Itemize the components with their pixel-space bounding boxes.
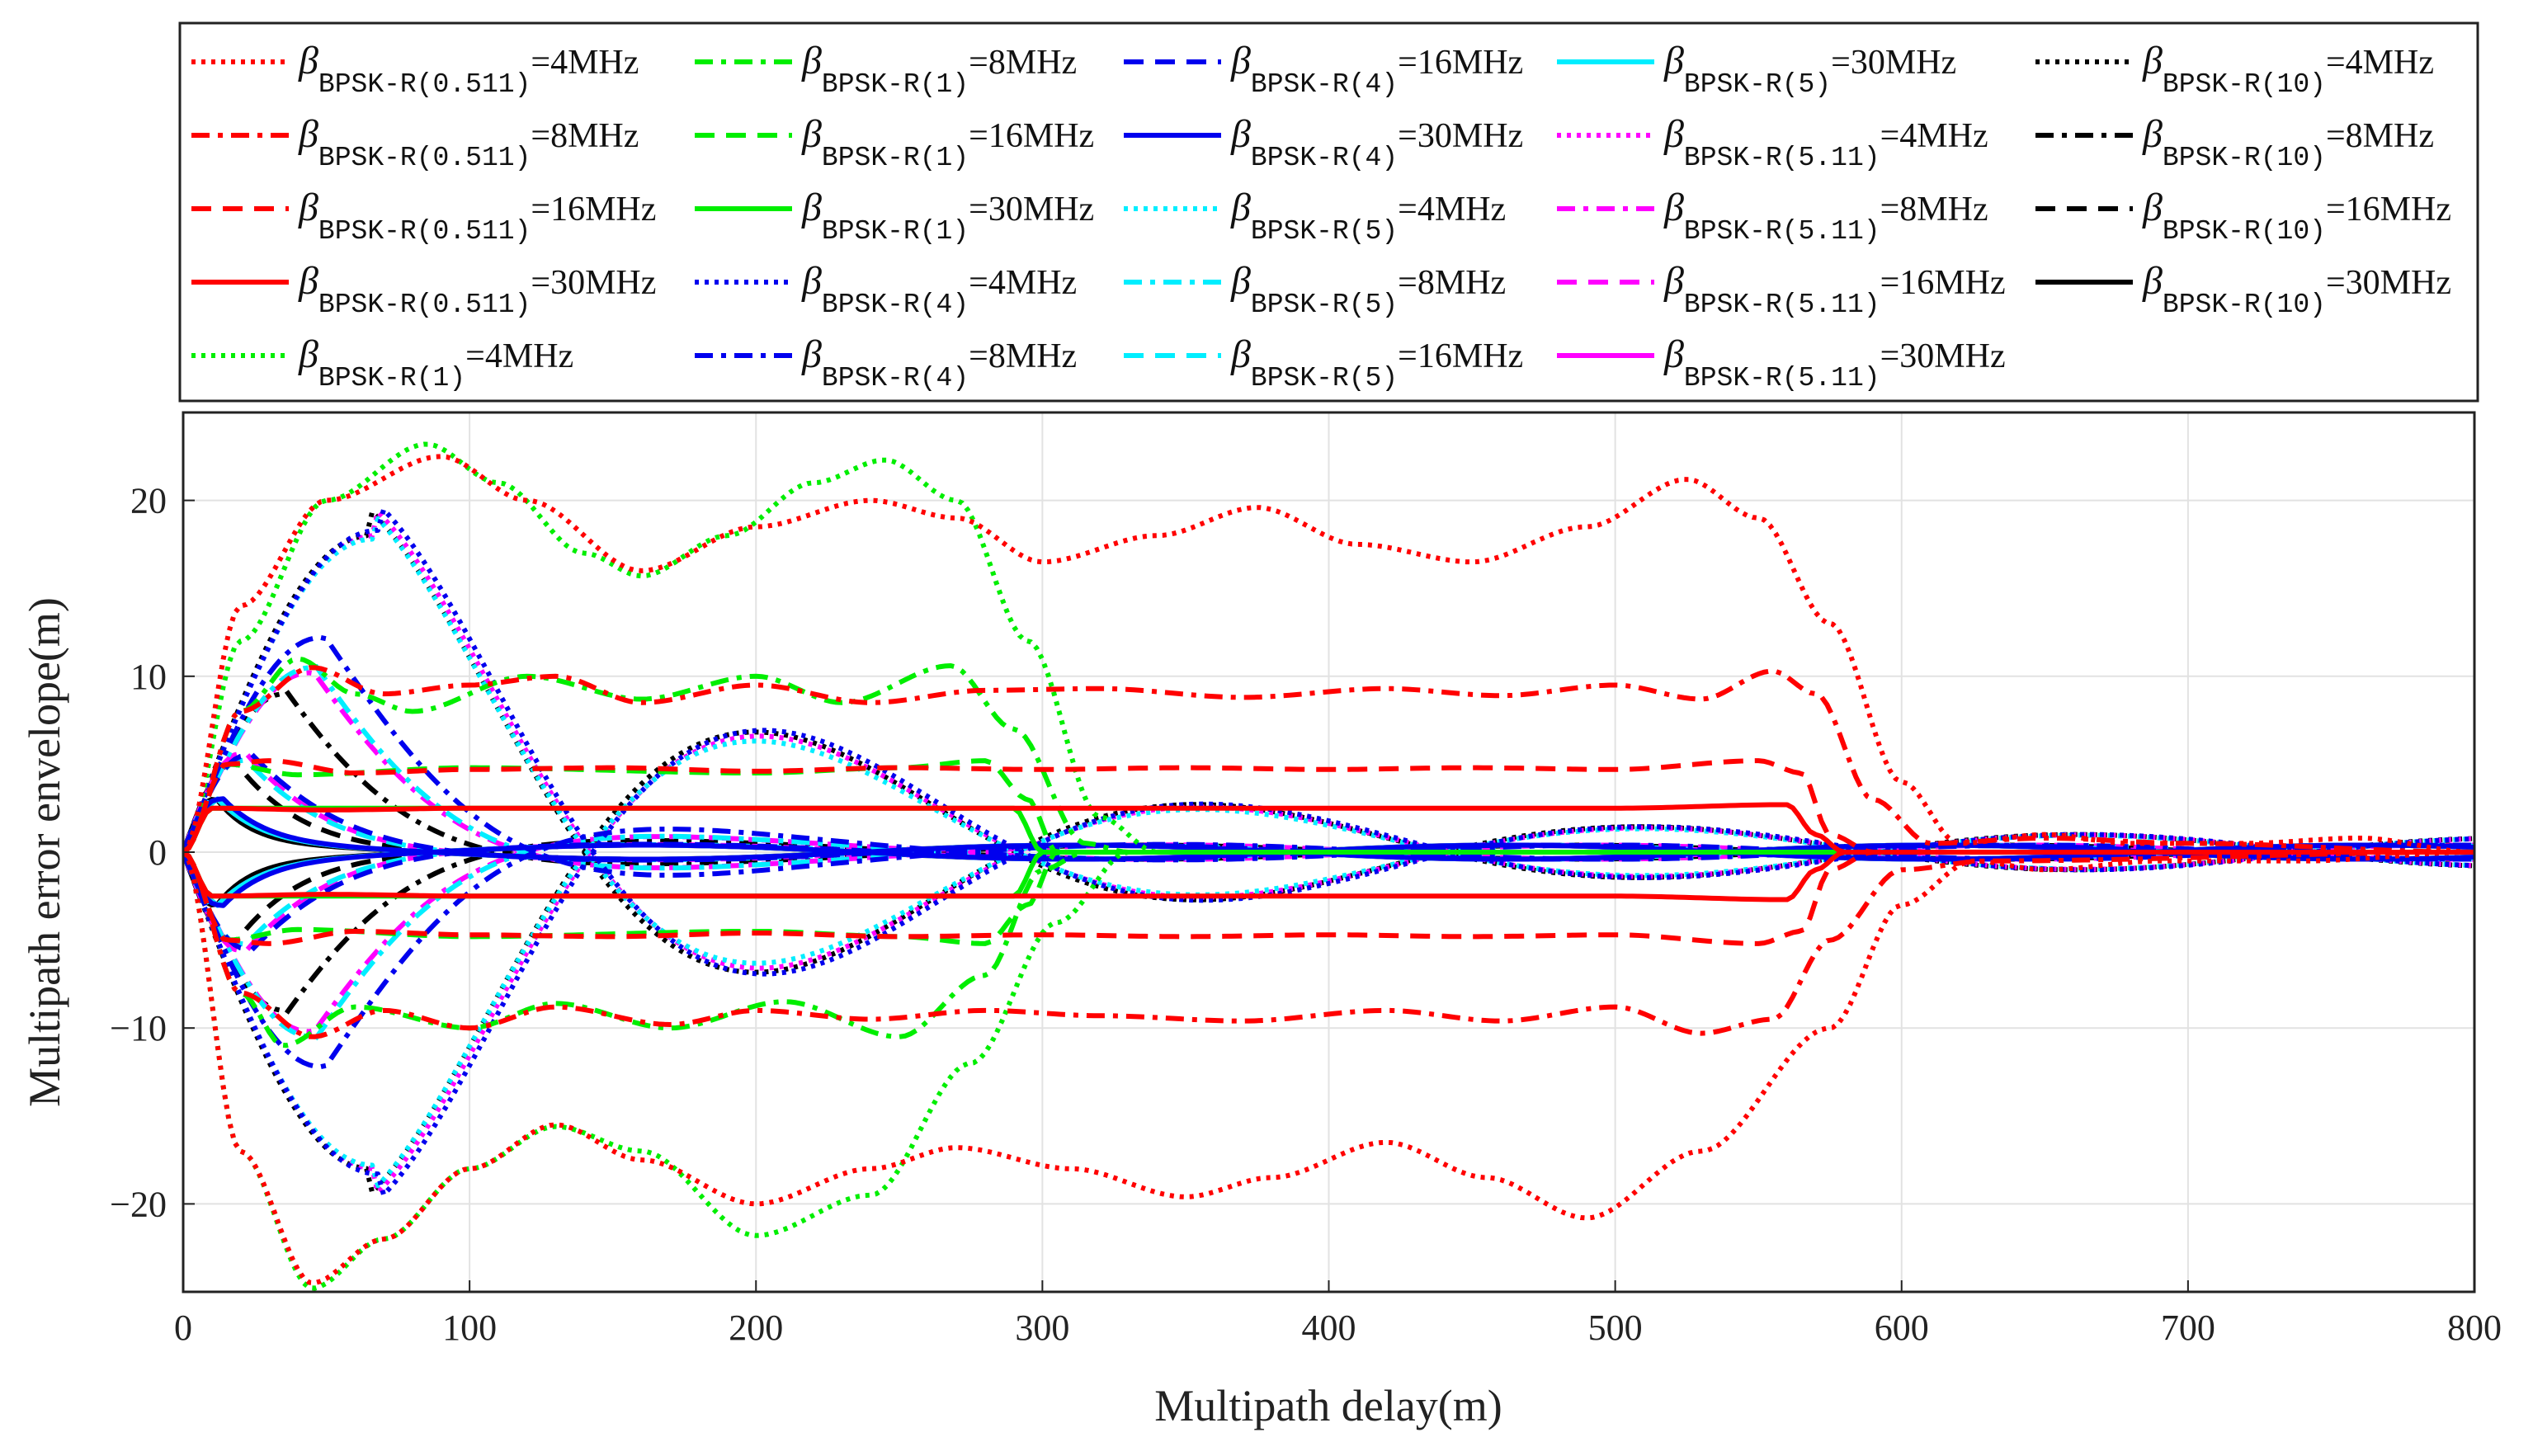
legend-label: βBPSK-R(0.511)=8MHz	[298, 112, 639, 173]
legend-label: βBPSK-R(10)=8MHz	[2142, 112, 2434, 173]
legend-label: βBPSK-R(5.11)=4MHz	[1663, 112, 1988, 173]
legend: βBPSK-R(0.511)=4MHz βBPSK-R(0.511)=8MHz βB…	[191, 39, 2451, 393]
series-line-lower	[183, 827, 2474, 1070]
y-axis-label: Multipath error envelope(m)	[20, 597, 69, 1107]
legend-entry: βBPSK-R(5)=16MHz	[1124, 332, 1523, 393]
legend-label: βBPSK-R(5.11)=8MHz	[1663, 186, 1988, 247]
y-tick-label: 20	[130, 481, 167, 521]
x-tick-label: 600	[1875, 1308, 1929, 1348]
x-tick-label: 0	[174, 1308, 192, 1348]
legend-entry: βBPSK-R(4)=30MHz	[1124, 112, 1523, 173]
legend-entry: βBPSK-R(5.11)=16MHz	[1557, 259, 2006, 320]
series-line-upper	[183, 507, 2474, 977]
legend-label: βBPSK-R(1)=30MHz	[801, 186, 1094, 247]
x-axis-label: Multipath delay(m)	[1154, 1381, 1502, 1430]
legend-label: βBPSK-R(5)=8MHz	[1230, 259, 1506, 320]
x-tick-label: 500	[1588, 1308, 1643, 1348]
legend-label: βBPSK-R(4)=16MHz	[1230, 39, 1523, 100]
legend-entry: βBPSK-R(10)=30MHz	[2035, 259, 2451, 320]
legend-label: βBPSK-R(5.11)=30MHz	[1663, 332, 2006, 393]
ticks: 0 100 200 300 400 500 600 700 800 −20 −10 0 10 20	[110, 481, 2502, 1348]
series-lines	[183, 441, 2474, 1291]
legend-entry: βBPSK-R(5.11)=30MHz	[1557, 332, 2006, 393]
legend-entry: βBPSK-R(10)=4MHz	[2035, 39, 2434, 100]
legend-entry: βBPSK-R(0.511)=30MHz	[191, 259, 656, 320]
legend-label: βBPSK-R(5)=16MHz	[1230, 332, 1523, 393]
series-line-upper	[183, 516, 2474, 966]
series-line-upper	[183, 634, 2474, 878]
legend-label: βBPSK-R(0.511)=16MHz	[298, 186, 656, 247]
legend-label: βBPSK-R(4)=8MHz	[801, 332, 1077, 393]
series-line-lower	[183, 850, 2474, 1291]
legend-entry: βBPSK-R(1)=16MHz	[695, 112, 1094, 173]
legend-entry: βBPSK-R(0.511)=8MHz	[191, 112, 639, 173]
y-tick-label: −20	[110, 1184, 167, 1224]
y-tick-label: 0	[149, 832, 167, 873]
legend-label: βBPSK-R(5.11)=16MHz	[1663, 259, 2006, 320]
legend-label: βBPSK-R(0.511)=4MHz	[298, 39, 639, 100]
legend-entry: βBPSK-R(4)=4MHz	[695, 259, 1077, 320]
legend-entry: βBPSK-R(5.11)=4MHz	[1557, 112, 1988, 173]
legend-label: βBPSK-R(4)=30MHz	[1230, 112, 1523, 173]
series-line-lower	[183, 738, 2474, 1189]
x-tick-label: 700	[2161, 1308, 2215, 1348]
legend-entry: βBPSK-R(5)=8MHz	[1124, 259, 1506, 320]
series-line-upper	[183, 665, 2474, 855]
legend-label: βBPSK-R(10)=16MHz	[2142, 186, 2451, 247]
series-line-upper	[183, 454, 2474, 855]
legend-label: βBPSK-R(5)=4MHz	[1230, 186, 1506, 247]
series-line-lower	[183, 728, 2474, 1198]
legend-entry: βBPSK-R(10)=16MHz	[2035, 186, 2451, 247]
legend-label: βBPSK-R(5)=30MHz	[1663, 39, 1956, 100]
legend-label: βBPSK-R(4)=4MHz	[801, 259, 1077, 320]
x-tick-label: 800	[2447, 1308, 2502, 1348]
legend-entry: βBPSK-R(4)=16MHz	[1124, 39, 1523, 100]
legend-label: βBPSK-R(1)=16MHz	[801, 112, 1094, 173]
legend-entry: βBPSK-R(0.511)=16MHz	[191, 186, 656, 247]
legend-entry: βBPSK-R(5)=4MHz	[1124, 186, 1506, 247]
legend-entry: βBPSK-R(5)=30MHz	[1557, 39, 1956, 100]
series-line-lower	[183, 850, 2474, 1286]
legend-entry: βBPSK-R(0.511)=4MHz	[191, 39, 639, 100]
legend-entry: βBPSK-R(1)=4MHz	[191, 332, 573, 393]
legend-label: βBPSK-R(1)=8MHz	[801, 39, 1077, 100]
legend-entry: βBPSK-R(10)=8MHz	[2035, 112, 2434, 173]
legend-label: βBPSK-R(10)=4MHz	[2142, 39, 2434, 100]
y-tick-label: 10	[130, 657, 167, 697]
x-tick-label: 300	[1015, 1308, 1069, 1348]
legend-entry: βBPSK-R(5.11)=8MHz	[1557, 186, 1988, 247]
legend-entry: βBPSK-R(1)=8MHz	[695, 39, 1077, 100]
legend-box	[178, 21, 2479, 403]
x-tick-label: 100	[442, 1308, 497, 1348]
legend-label: βBPSK-R(1)=4MHz	[298, 332, 573, 393]
legend-label: βBPSK-R(10)=30MHz	[2142, 259, 2451, 320]
series-line-lower	[183, 850, 2474, 946]
x-tick-label: 400	[1302, 1308, 1356, 1348]
legend-label: βBPSK-R(0.511)=30MHz	[298, 259, 656, 320]
y-tick-label: −10	[110, 1008, 167, 1048]
x-tick-label: 200	[729, 1308, 783, 1348]
series-line-lower	[183, 850, 2474, 1039]
legend-entry: βBPSK-R(1)=30MHz	[695, 186, 1094, 247]
legend-entry: βBPSK-R(4)=8MHz	[695, 332, 1077, 393]
